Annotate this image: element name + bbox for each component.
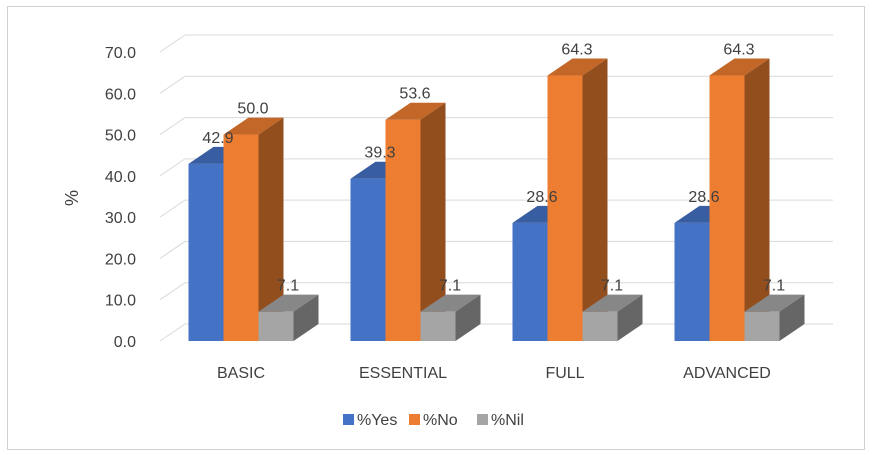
bar-top-face [385, 102, 446, 120]
y-tick-label: 10.0 [105, 293, 136, 310]
gridline [159, 158, 833, 177]
bar-top-face [258, 294, 319, 312]
bar-top-face [420, 294, 481, 312]
bar-top-face [582, 294, 643, 312]
y-tick-label: 20.0 [105, 251, 136, 268]
bar-front-face [547, 75, 583, 341]
bar-top-face [744, 294, 805, 312]
gridline [159, 240, 833, 259]
data-label: 39.3 [364, 145, 395, 162]
bar-top-face [709, 58, 770, 76]
bar-front-face [350, 178, 386, 341]
legend-item: %Nil [477, 412, 524, 429]
gridline [159, 117, 833, 135]
data-label: 64.3 [723, 42, 754, 59]
legend: %Yes %No %Nil [343, 412, 524, 429]
x-axis-category-labels: BASIC ESSENTIAL FULL ADVANCED [217, 365, 771, 382]
data-labels: 42.950.0 7.1 39.3 53.6 7.1 28.6 64.3 7.1 28.6 64.… [202, 42, 785, 295]
y-tick-label: 50.0 [105, 128, 136, 145]
legend-label: %Yes [357, 412, 397, 429]
data-label: 50.0 [237, 101, 268, 118]
y-tick-label: 30.0 [105, 210, 136, 227]
bar [709, 58, 770, 341]
gridline [159, 199, 833, 218]
bars [188, 58, 805, 341]
y-axis-title: % [62, 190, 82, 206]
data-label: 64.3 [561, 42, 592, 59]
y-tick-label: 0.0 [114, 334, 136, 351]
bar [420, 294, 481, 341]
y-tick-label: 60.0 [105, 86, 136, 103]
x-category-label: ESSENTIAL [359, 365, 447, 382]
y-axis-tick-labels: 0.0 10.0 20.0 30.0 40.0 50.0 60.0 70.0 [105, 45, 136, 351]
bar-side-face [455, 294, 481, 341]
bar-front-face [223, 134, 259, 341]
x-category-label: FULL [545, 365, 584, 382]
x-category-label: BASIC [217, 365, 265, 382]
bar [744, 294, 805, 341]
data-label: 7.1 [277, 278, 299, 295]
bar-side-face [582, 58, 608, 341]
data-label: 42.9 [202, 130, 233, 147]
gridline [159, 34, 833, 53]
bar [223, 117, 284, 341]
legend-swatch [409, 414, 420, 425]
legend-item: %Yes [343, 412, 397, 429]
y-tick-label: 70.0 [105, 45, 136, 62]
bar-front-face [512, 222, 548, 341]
bar-top-face [547, 58, 608, 76]
bar-front-face [582, 311, 618, 341]
bar-side-face [420, 102, 446, 341]
data-label: 53.6 [399, 86, 430, 103]
bar-side-face [258, 117, 284, 341]
data-label: 7.1 [763, 278, 785, 295]
bar [258, 294, 319, 341]
data-label: 7.1 [439, 278, 461, 295]
legend-swatch [477, 414, 488, 425]
legend-label: %Nil [491, 412, 524, 429]
gridline [159, 282, 833, 301]
data-label: 28.6 [688, 189, 719, 206]
legend-label: %No [423, 412, 458, 429]
data-label: 7.1 [601, 278, 623, 295]
bar-front-face [709, 75, 745, 341]
bar-side-face [779, 294, 805, 341]
bar [582, 294, 643, 341]
bar [385, 102, 446, 341]
x-category-label: ADVANCED [683, 365, 771, 382]
bar-side-face [293, 294, 319, 341]
bar-top-face [223, 117, 284, 135]
bar-front-face [420, 311, 456, 341]
bar-front-face [744, 311, 780, 341]
bar-front-face [258, 311, 294, 341]
bar-side-face [617, 294, 643, 341]
bar-front-face [674, 222, 710, 341]
y-tick-label: 40.0 [105, 169, 136, 186]
bar-side-face [744, 58, 770, 341]
bar-front-face [385, 119, 421, 341]
bar-front-face [188, 163, 224, 341]
legend-item: %No [409, 412, 458, 429]
legend-swatch [343, 414, 354, 425]
bar [547, 58, 608, 341]
data-label: 28.6 [526, 189, 557, 206]
gridline [159, 75, 833, 94]
